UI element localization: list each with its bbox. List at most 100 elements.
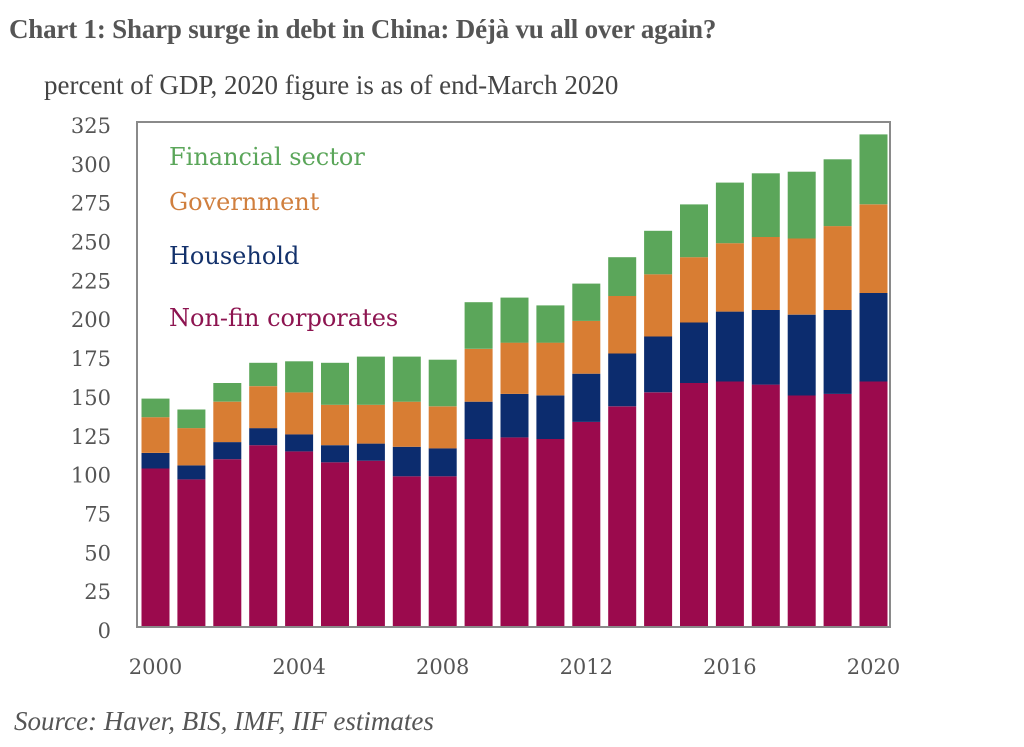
y-tick-label: 0 [98, 619, 111, 643]
bar-segment-government-2008 [428, 406, 457, 449]
bar-segment-household-2007 [392, 446, 421, 477]
bar-segment-household-2018 [787, 314, 816, 396]
bar-segment-non-fin-corporates-2008 [428, 476, 457, 627]
source-note: Source: Haver, BIS, IMF, IIF estimates [14, 706, 434, 736]
bar-segment-financial-sector-2001 [177, 409, 206, 429]
bar-segment-non-fin-corporates-2019 [823, 393, 852, 627]
bar-segment-government-2015 [680, 257, 708, 323]
bar-segment-household-2014 [644, 336, 673, 393]
bar-segment-financial-sector-2013 [608, 257, 637, 296]
y-tick-label: 200 [71, 308, 111, 332]
bar-segment-non-fin-corporates-2014 [644, 392, 673, 627]
bar-segment-household-2017 [751, 310, 780, 385]
legend-item-government: Government [169, 188, 320, 216]
bar-segment-household-2016 [715, 311, 744, 382]
legend-item-non-fin-corporates: Non-fin corporates [169, 304, 398, 332]
bar-segment-household-2004 [285, 434, 314, 452]
bar-segment-government-2011 [536, 342, 565, 396]
bar-segment-financial-sector-2005 [321, 362, 349, 405]
bar-segment-government-2014 [644, 274, 673, 337]
bar-segment-government-2000 [141, 417, 170, 453]
x-axis-ticks: 2000 2004 2008 2012 2016 2020 [129, 655, 900, 679]
bar-segment-government-2003 [249, 386, 278, 429]
bar-segment-financial-sector-2020 [859, 134, 888, 205]
y-tick-label: 225 [71, 269, 111, 293]
x-tick-label: 2004 [272, 655, 325, 679]
bar-segment-financial-sector-2008 [428, 359, 457, 407]
legend-item-household: Household [169, 242, 299, 270]
bar-segment-non-fin-corporates-2017 [751, 384, 780, 627]
bar-segment-financial-sector-2007 [392, 356, 421, 402]
legend: Financial sector Government Household Non-f… [169, 143, 398, 332]
bar-segment-non-fin-corporates-2002 [213, 459, 242, 627]
plot-frame [136, 121, 891, 628]
bar-segment-household-2010 [500, 393, 529, 438]
y-tick-label: 150 [71, 386, 111, 410]
bar-segment-financial-sector-2000 [141, 398, 170, 418]
chart-title: Chart 1: Sharp surge in debt in China: D… [9, 14, 717, 44]
chart-subtitle: percent of GDP, 2020 figure is as of end… [44, 70, 619, 100]
bar-segment-government-2004 [285, 392, 314, 435]
y-axis-ticks: 0 25 50 75 100 125 150 175 200 225 250 275 300 325 [71, 114, 111, 643]
bar-segment-government-2010 [500, 342, 529, 394]
bars-layer [141, 134, 888, 627]
bar-segment-household-2013 [608, 353, 637, 407]
bar-segment-financial-sector-2017 [751, 173, 780, 237]
bar-segment-financial-sector-2009 [464, 302, 493, 349]
bar-segment-government-2005 [321, 404, 349, 446]
y-tick-label: 250 [71, 231, 111, 255]
y-tick-label: 100 [71, 464, 111, 488]
bar-segment-government-2013 [608, 296, 637, 354]
bar-segment-financial-sector-2004 [285, 361, 314, 393]
bar-segment-household-2012 [572, 373, 601, 422]
bar-segment-non-fin-corporates-2015 [680, 383, 708, 627]
y-tick-label: 325 [71, 114, 111, 138]
bar-segment-non-fin-corporates-2016 [715, 381, 744, 627]
bar-segment-non-fin-corporates-2001 [177, 479, 206, 627]
y-tick-label: 125 [71, 425, 111, 449]
y-tick-label: 25 [84, 580, 111, 604]
bar-segment-household-2000 [141, 453, 170, 469]
bar-segment-financial-sector-2012 [572, 283, 601, 321]
bar-segment-non-fin-corporates-2000 [141, 468, 170, 627]
bar-segment-household-2002 [213, 442, 242, 460]
bar-segment-household-2005 [321, 445, 349, 463]
bar-segment-non-fin-corporates-2020 [859, 381, 888, 627]
bar-segment-non-fin-corporates-2007 [392, 476, 421, 627]
bar-segment-government-2007 [392, 401, 421, 447]
bar-segment-government-2018 [787, 238, 816, 315]
bar-segment-financial-sector-2003 [249, 362, 278, 387]
bar-segment-government-2006 [356, 404, 385, 444]
bar-segment-non-fin-corporates-2011 [536, 439, 565, 627]
bar-segment-government-2009 [464, 348, 493, 402]
x-tick-label: 2000 [129, 655, 182, 679]
bar-segment-household-2001 [177, 465, 206, 480]
bar-segment-household-2015 [680, 322, 708, 383]
bar-segment-government-2016 [715, 243, 744, 312]
bar-segment-non-fin-corporates-2018 [787, 395, 816, 627]
bar-segment-non-fin-corporates-2006 [356, 460, 385, 627]
bar-segment-household-2011 [536, 395, 565, 439]
bar-segment-non-fin-corporates-2005 [321, 462, 349, 627]
bar-segment-government-2012 [572, 320, 601, 374]
bar-segment-financial-sector-2019 [823, 159, 852, 227]
y-tick-label: 275 [71, 192, 111, 216]
y-tick-label: 300 [71, 153, 111, 177]
bar-segment-household-2008 [428, 448, 457, 477]
bar-segment-financial-sector-2016 [715, 182, 744, 244]
bar-segment-government-2017 [751, 237, 780, 310]
bar-segment-financial-sector-2018 [787, 171, 816, 239]
bar-segment-non-fin-corporates-2013 [608, 406, 637, 627]
bar-segment-government-2019 [823, 226, 852, 310]
bar-segment-non-fin-corporates-2010 [500, 437, 529, 627]
bar-segment-government-2020 [859, 204, 888, 293]
y-tick-label: 175 [71, 347, 111, 371]
bar-segment-household-2003 [249, 428, 278, 446]
bar-segment-financial-sector-2015 [680, 204, 708, 258]
bar-segment-financial-sector-2014 [644, 230, 673, 275]
x-tick-label: 2008 [416, 655, 469, 679]
y-tick-label: 75 [84, 503, 111, 527]
x-tick-label: 2020 [847, 655, 900, 679]
y-tick-label: 50 [84, 541, 111, 565]
